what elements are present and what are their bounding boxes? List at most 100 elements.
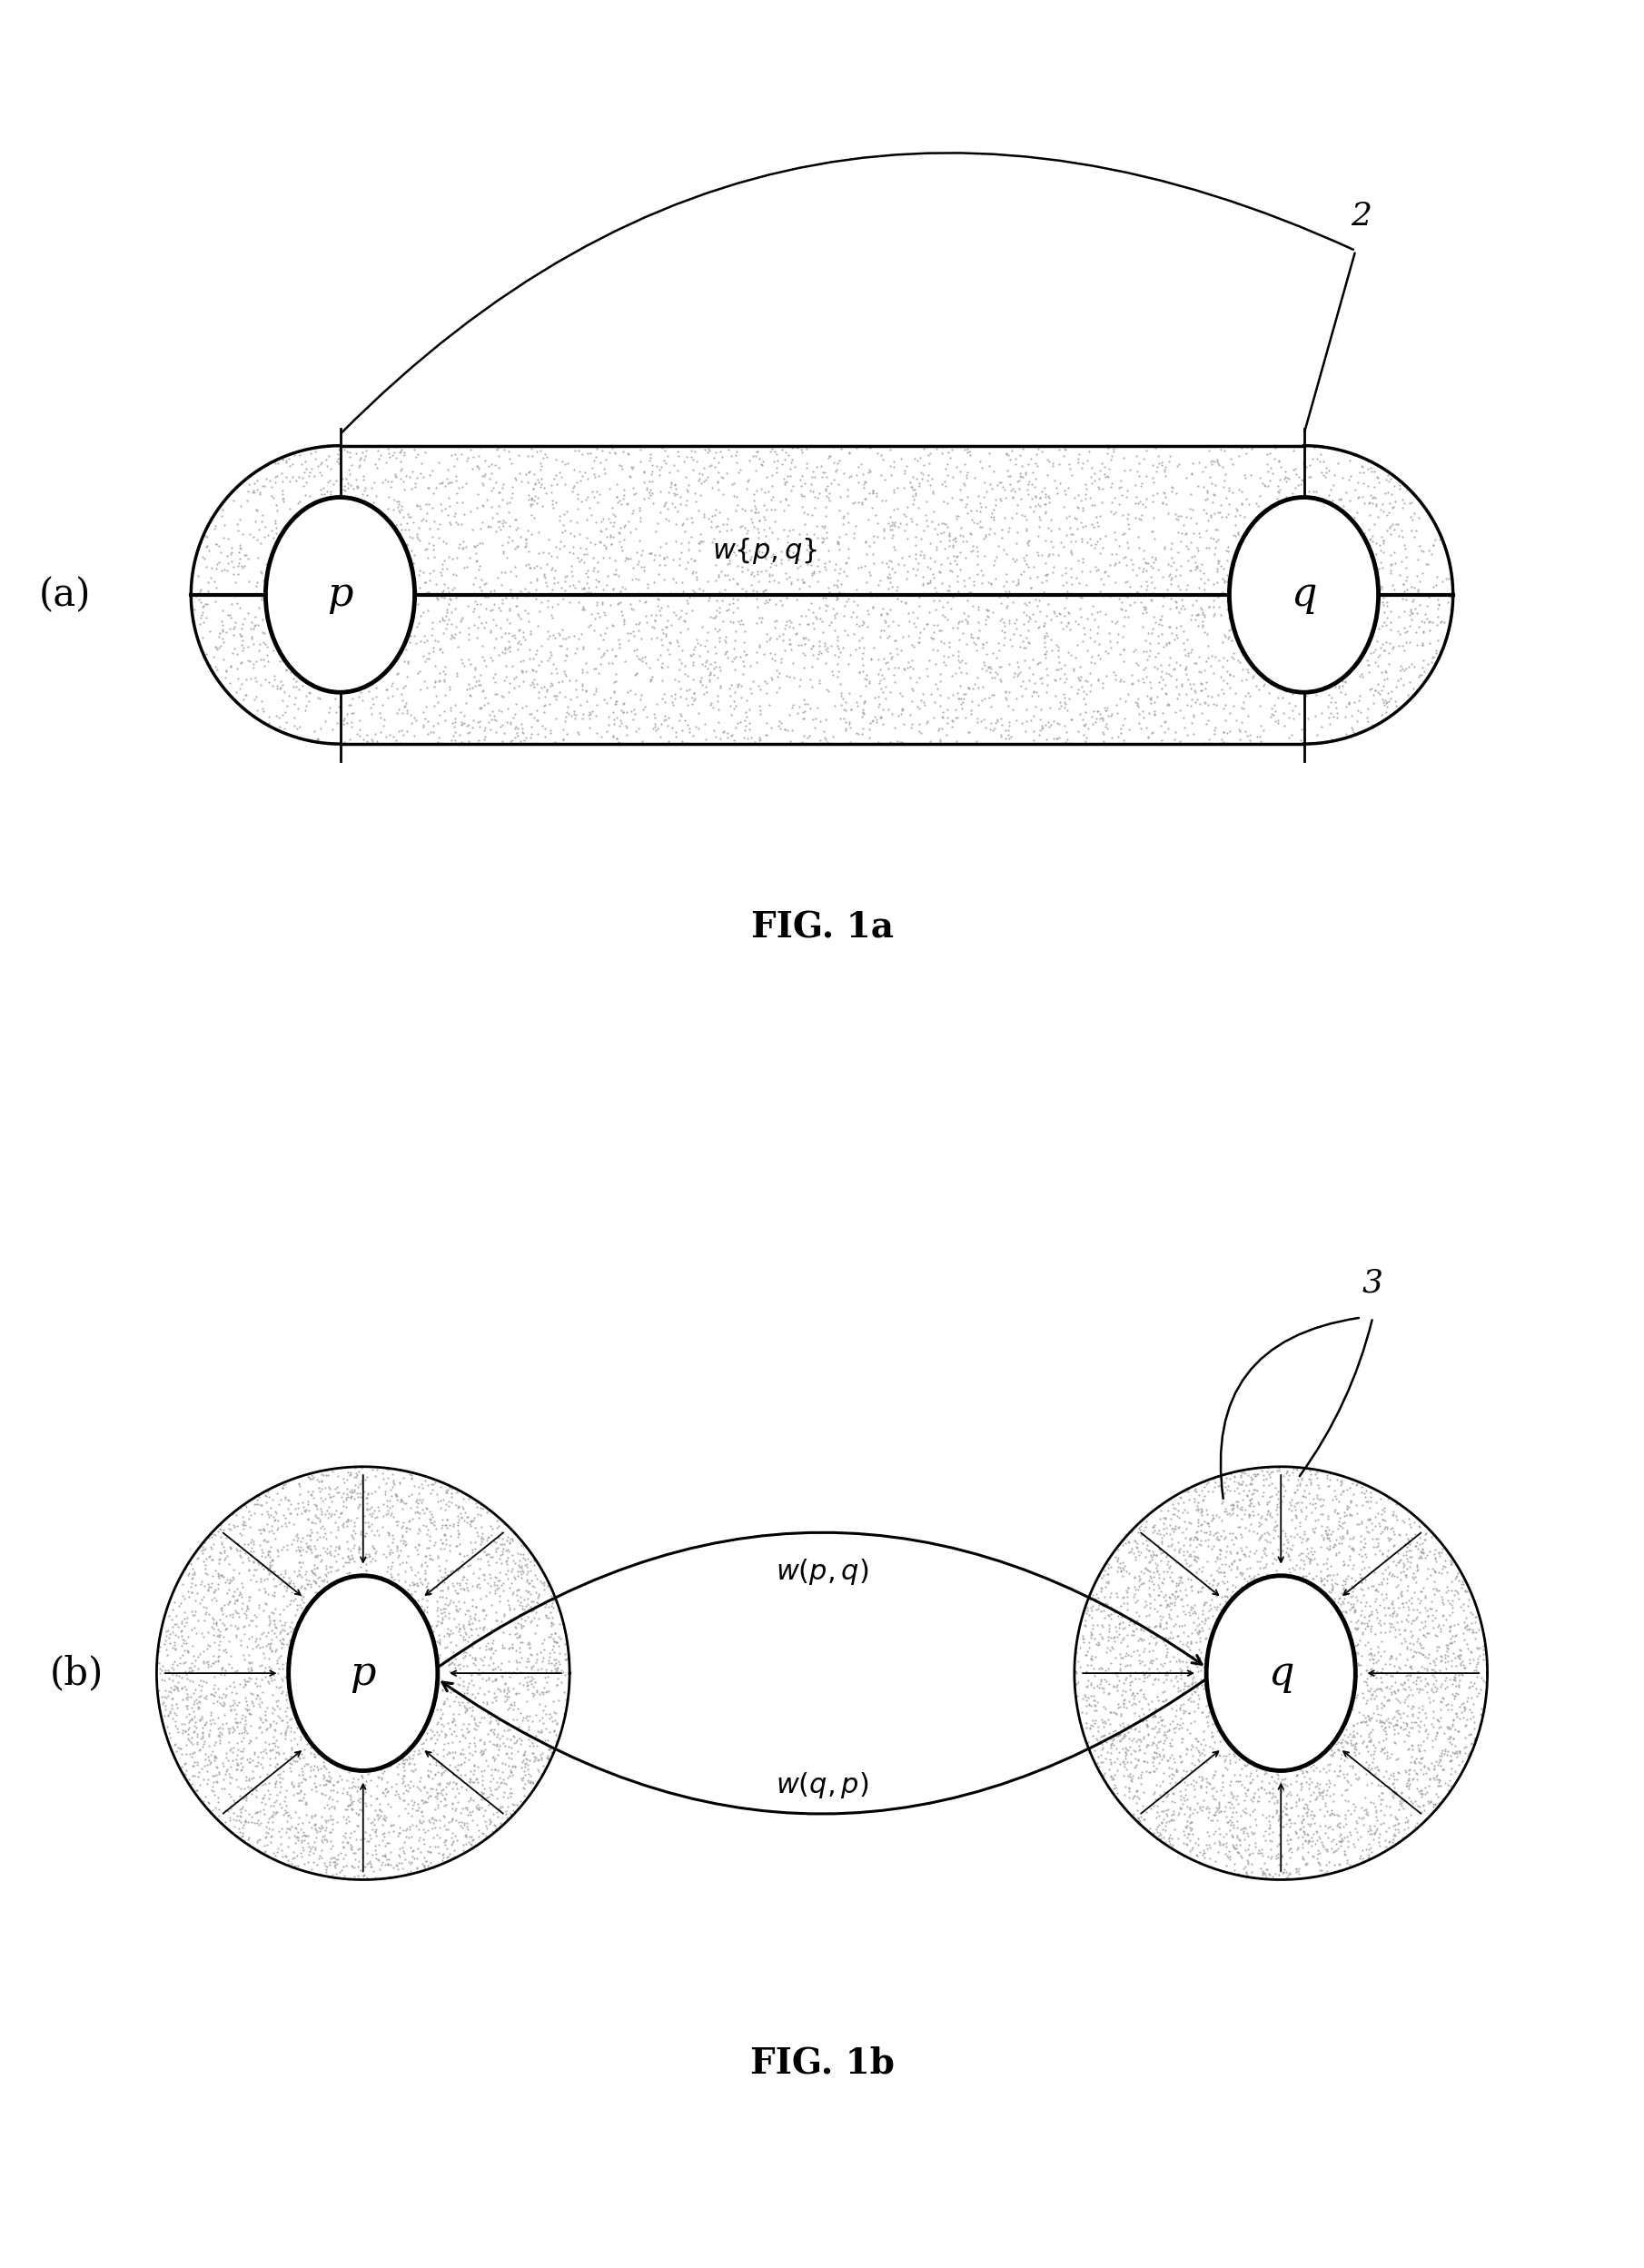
Point — [258, 1662, 284, 1699]
Point — [1307, 1835, 1333, 1871]
Point — [370, 1821, 396, 1857]
Point — [728, 678, 755, 714]
Point — [495, 674, 521, 710]
Point — [444, 1751, 470, 1787]
Point — [958, 501, 985, 538]
Point — [186, 1683, 212, 1719]
Point — [449, 1499, 475, 1535]
Point — [1307, 1753, 1333, 1789]
Point — [679, 646, 705, 683]
Point — [196, 1538, 222, 1574]
Point — [807, 590, 834, 626]
Point — [495, 1672, 521, 1708]
Point — [1070, 508, 1097, 544]
Point — [155, 1699, 181, 1735]
Point — [638, 440, 664, 476]
Point — [439, 1785, 465, 1821]
Point — [1177, 1560, 1203, 1597]
Point — [1332, 1497, 1358, 1533]
Point — [424, 1569, 450, 1606]
Point — [513, 456, 539, 492]
Point — [1473, 1642, 1499, 1678]
Point — [181, 1597, 207, 1633]
Point — [511, 1660, 538, 1696]
Point — [1144, 635, 1171, 671]
Point — [1151, 1755, 1177, 1792]
Point — [796, 621, 822, 658]
Point — [508, 1556, 534, 1592]
Point — [1414, 1615, 1440, 1651]
Point — [446, 1526, 472, 1563]
Point — [1447, 1735, 1473, 1771]
Point — [314, 1531, 340, 1567]
Point — [1133, 633, 1159, 669]
Point — [1310, 445, 1337, 481]
Point — [388, 488, 414, 524]
Point — [462, 1510, 488, 1547]
Point — [436, 540, 462, 576]
Point — [914, 508, 940, 544]
Point — [547, 569, 574, 606]
Point — [1011, 585, 1037, 621]
Point — [242, 608, 268, 644]
Point — [404, 655, 431, 692]
Point — [1452, 1649, 1478, 1685]
Point — [1345, 703, 1371, 739]
Point — [1072, 481, 1098, 517]
Point — [1392, 1515, 1419, 1551]
Point — [441, 1637, 467, 1674]
Point — [1442, 1649, 1468, 1685]
Point — [409, 1805, 436, 1842]
Point — [1087, 696, 1113, 733]
Point — [1332, 1563, 1358, 1599]
Point — [613, 485, 640, 522]
Point — [1185, 1844, 1212, 1880]
Point — [1274, 1535, 1300, 1572]
Point — [1098, 1644, 1124, 1681]
Point — [1412, 1660, 1438, 1696]
Point — [1366, 1701, 1392, 1737]
Point — [1085, 1712, 1111, 1749]
Point — [1221, 1830, 1248, 1867]
Point — [206, 1619, 232, 1656]
Point — [1008, 705, 1034, 742]
Point — [689, 608, 715, 644]
Point — [1369, 1703, 1396, 1740]
Point — [261, 1710, 288, 1746]
Point — [955, 669, 981, 705]
Point — [1041, 549, 1067, 585]
Point — [224, 1610, 250, 1647]
Point — [431, 542, 457, 578]
Point — [1409, 1778, 1435, 1814]
Point — [1110, 721, 1136, 758]
Point — [1266, 485, 1292, 522]
Point — [1263, 1513, 1289, 1549]
Point — [1322, 1733, 1348, 1769]
Point — [1414, 646, 1440, 683]
Point — [164, 1690, 191, 1726]
Point — [1166, 1533, 1192, 1569]
Point — [1365, 460, 1391, 497]
Point — [250, 615, 276, 651]
Point — [298, 1461, 324, 1497]
Point — [692, 669, 718, 705]
Point — [1161, 1776, 1187, 1812]
Point — [276, 1701, 302, 1737]
Point — [881, 658, 907, 694]
Point — [876, 635, 903, 671]
Point — [1146, 1513, 1172, 1549]
Point — [1236, 1835, 1263, 1871]
Point — [229, 1794, 255, 1830]
Point — [473, 1662, 500, 1699]
Point — [1175, 1551, 1202, 1588]
Point — [413, 1569, 439, 1606]
Point — [705, 619, 732, 655]
Point — [248, 1647, 275, 1683]
Point — [242, 503, 268, 540]
Point — [401, 469, 427, 506]
Point — [1082, 463, 1108, 499]
Point — [355, 1844, 381, 1880]
Point — [1246, 508, 1272, 544]
Point — [1432, 1662, 1458, 1699]
Point — [516, 603, 543, 640]
